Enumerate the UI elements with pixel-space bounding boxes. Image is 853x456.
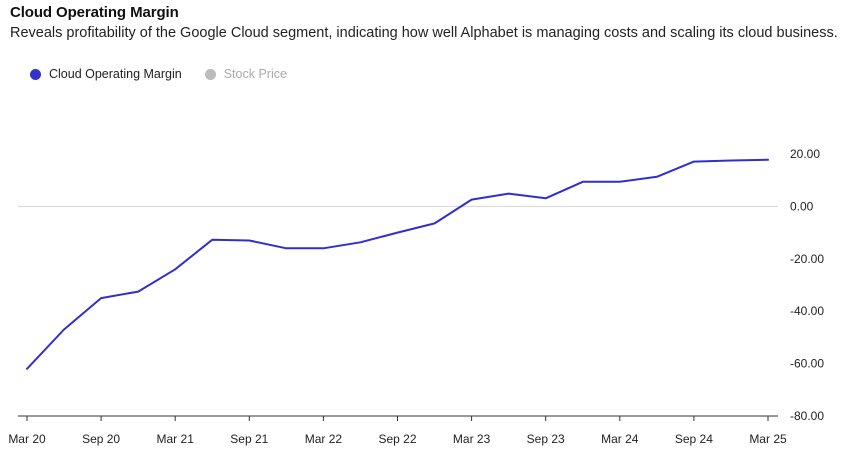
x-tick-label: Mar 22 [305,432,343,446]
data-point [545,197,547,199]
x-tick-label: Mar 24 [601,432,639,446]
x-tick-label: Mar 25 [749,432,787,446]
data-point [434,222,436,224]
chart-title: Cloud Operating Margin [10,4,179,21]
y-tick-label: -60.00 [790,357,824,371]
data-point [322,247,324,249]
data-point [656,176,658,178]
data-point [248,239,250,241]
x-tick-label: Sep 20 [82,432,120,446]
y-tick-label: 20.00 [790,147,820,161]
data-point [63,329,65,331]
data-point [767,159,769,161]
data-point [471,199,473,201]
x-tick-label: Sep 24 [675,432,713,446]
data-point [508,193,510,195]
legend-item-cloud-operating-margin[interactable]: Cloud Operating Margin [30,67,182,81]
x-tick-label: Mar 23 [453,432,491,446]
data-point [730,160,732,162]
data-point [693,161,695,163]
x-tick-label: Mar 21 [157,432,195,446]
y-tick-label: -80.00 [790,409,824,423]
x-tick-label: Sep 21 [230,432,268,446]
data-point [397,232,399,234]
legend-label: Cloud Operating Margin [49,67,182,81]
series-line-cloud-operating-margin [26,158,769,370]
y-tick-label: 0.00 [790,199,814,213]
data-point [285,247,287,249]
data-point [174,268,176,270]
chart-subtitle: Reveals profitability of the Google Clou… [10,25,838,41]
x-tick-label: Sep 22 [378,432,416,446]
chart-legend: Cloud Operating Margin Stock Price [30,67,310,81]
legend-label: Stock Price [223,67,287,81]
legend-item-stock-price[interactable]: Stock Price [204,67,287,81]
data-point [137,291,139,293]
x-tick-label: Sep 23 [527,432,565,446]
legend-dot-icon [204,68,216,80]
data-point [100,297,102,299]
data-point [619,181,621,183]
y-tick-label: -40.00 [790,304,824,318]
legend-dot-icon [30,68,41,80]
y-tick-label: -20.00 [790,252,824,266]
data-point [582,181,584,183]
data-point [211,239,213,241]
x-tick-label: Mar 20 [8,432,46,446]
data-point [26,368,28,370]
data-point [359,241,361,243]
